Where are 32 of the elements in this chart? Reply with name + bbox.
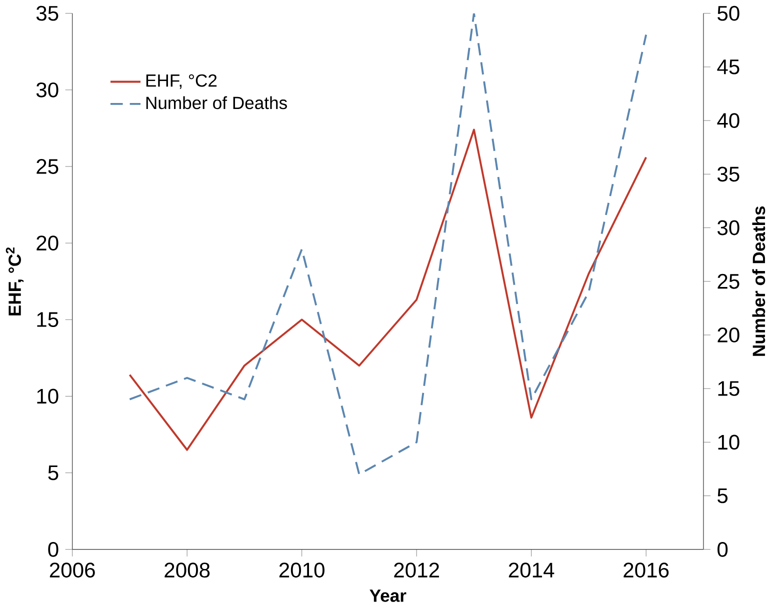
x-tick-label: 2016 — [624, 562, 669, 578]
y-axis-title: EHF, °C$^{2}$ — [6, 248, 24, 316]
y-tick-label: 10 — [37, 388, 58, 404]
line-series — [128, 128, 648, 451]
y2-tick-label: 30 — [717, 220, 740, 236]
y2-axis-title: Number of Deaths — [752, 206, 766, 356]
y-tick-label: 35 — [36, 6, 58, 21]
y-tick-label: 5 — [48, 466, 58, 480]
y2-tick-label: 50 — [718, 6, 740, 21]
x-tick-label: 2012 — [394, 562, 439, 578]
y-tick-label: 20 — [36, 236, 58, 251]
y-tick-label: 0 — [48, 542, 58, 557]
y2-tick-label: 0 — [718, 542, 728, 557]
y-tick-label: 15 — [37, 312, 58, 328]
x-tick-label: 2014 — [508, 562, 554, 578]
y2-tick-label: 25 — [718, 274, 740, 289]
y2-tick-label: 5 — [718, 488, 728, 504]
y2-tick-label: 40 — [717, 113, 740, 128]
x-tick-label: 2006 — [50, 562, 95, 578]
x-axis-title: Year — [370, 590, 406, 602]
y-tick-label: 25 — [36, 159, 58, 174]
y2-tick-label: 45 — [717, 60, 740, 74]
y2-tick-label: 15 — [718, 381, 740, 396]
x-tick-label: 2010 — [279, 562, 324, 578]
y2-tick-label: 10 — [718, 434, 740, 450]
y2-tick-label: 35 — [717, 166, 740, 182]
x-tick-label: 2008 — [164, 562, 210, 578]
line-series — [128, 13, 648, 476]
y2-tick-label: 20 — [718, 328, 740, 343]
legend-label: Number of Deaths — [146, 96, 287, 110]
y-tick-label: 30 — [36, 82, 58, 98]
legend-label: EHF, °C2 — [146, 74, 217, 89]
